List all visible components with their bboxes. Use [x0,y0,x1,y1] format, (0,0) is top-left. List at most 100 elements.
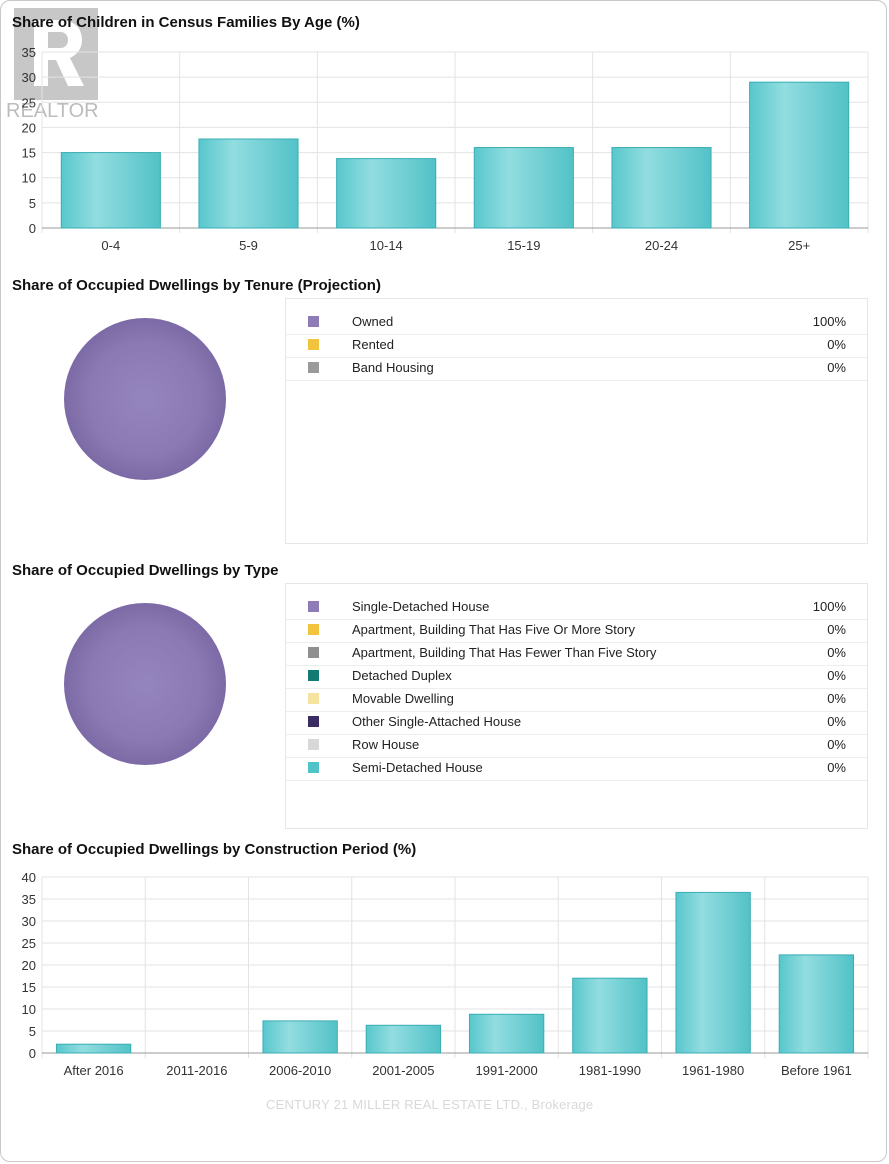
legend-swatch [308,601,319,612]
legend-label: Rented [352,337,394,352]
x-tick-label: 25+ [788,238,810,253]
type-legend-row: Detached Duplex 0% [286,665,867,689]
legend-swatch [308,316,319,327]
type-pie-chart [62,601,228,767]
type-legend: Single-Detached House 100% Apartment, Buil… [285,583,868,829]
y-tick-label: 35 [22,45,36,60]
type-legend-row: Row House 0% [286,734,867,758]
x-tick-label: 0-4 [101,238,120,253]
legend-label: Row House [352,737,420,752]
tenure-legend-row: Band Housing 0% [286,357,867,381]
x-tick-label: 5-9 [239,238,258,253]
legend-value: 0% [827,337,846,352]
x-tick-label: 2006-2010 [269,1063,331,1078]
y-tick-label: 10 [22,171,36,186]
x-tick-label: After 2016 [64,1063,124,1078]
legend-value: 0% [827,360,846,375]
bar [55,1043,132,1054]
bar [336,158,437,229]
x-tick-label: 2011-2016 [166,1063,227,1078]
brokerage-watermark: CENTURY 21 MILLER REAL ESTATE LTD., Brok… [266,1097,594,1112]
legend-swatch [308,362,319,373]
bar [468,1013,545,1054]
y-tick-label: 0 [29,221,36,236]
x-tick-label: 1991-2000 [476,1063,538,1078]
y-tick-label: 15 [22,980,36,995]
y-tick-label: 30 [22,914,36,929]
legend-label: Single-Detached House [352,599,490,614]
legend-label: Apartment, Building That Has Five Or Mor… [352,622,635,637]
bar [778,954,855,1054]
bar [611,147,712,229]
bar [749,81,850,229]
legend-label: Owned [352,314,394,329]
legend-swatch [308,647,319,658]
legend-value: 0% [827,668,846,683]
y-tick-label: 25 [22,95,36,110]
bar [60,152,161,229]
tenure-legend: Owned 100% Rented 0% Band Housing 0% [285,298,868,544]
y-tick-label: 20 [22,120,36,135]
legend-value: 0% [827,714,846,729]
type-legend-row: Movable Dwelling 0% [286,688,867,712]
type-legend-row: Other Single-Attached House 0% [286,711,867,735]
legend-value: 0% [827,645,846,660]
legend-value: 0% [827,737,846,752]
y-tick-label: 5 [29,196,36,211]
x-tick-label: Before 1961 [781,1063,852,1078]
y-tick-label: 10 [22,1002,36,1017]
legend-swatch [308,624,319,635]
x-tick-label: 1981-1990 [579,1063,641,1078]
realtor-logo-text: REALTOR [6,100,99,122]
legend-value: 0% [827,622,846,637]
legend-swatch [308,670,319,681]
legend-value: 0% [827,691,846,706]
construction-chart-title: Share of Occupied Dwellings by Construct… [12,841,417,858]
type-legend-row: Single-Detached House 100% [286,596,867,620]
x-tick-label: 20-24 [645,238,678,253]
bar [675,891,751,1054]
tenure-legend-row: Owned 100% [286,311,867,335]
y-tick-label: 25 [22,936,36,951]
legend-swatch [308,739,319,750]
legend-label: Detached Duplex [352,668,452,683]
tenure-legend-row: Rented 0% [286,334,867,358]
realtor-logo-watermark: REALTOR [6,8,99,122]
legend-swatch [308,716,319,727]
legend-swatch [308,339,319,350]
x-tick-label: 1961-1980 [682,1063,744,1078]
legend-value: 100% [812,599,846,614]
y-tick-label: 0 [29,1046,36,1061]
y-tick-label: 20 [22,958,36,973]
type-legend-row: Apartment, Building That Has Five Or Mor… [286,619,867,643]
tenure-chart-title: Share of Occupied Dwellings by Tenure (P… [12,277,381,294]
legend-label: Semi-Detached House [352,760,483,775]
construction-bar-chart: 0 5 10 15 20 25 30 35 40 After 2016 2011-2016 2006-… [22,870,869,1078]
legend-value: 0% [827,760,846,775]
legend-label: Apartment, Building That Has Fewer Than … [352,645,657,660]
legend-swatch [308,762,319,773]
type-legend-row: Semi-Detached House 0% [286,757,867,781]
bar [572,977,648,1054]
age-bar-chart: 0 5 10 15 20 25 30 35 0-4 5-9 10-14 15-19 20-24 25+ [22,45,869,253]
legend-label: Band Housing [352,360,434,375]
type-chart-title: Share of Occupied Dwellings by Type [12,562,279,579]
y-tick-label: 5 [29,1024,36,1039]
y-tick-label: 15 [22,146,36,161]
bar [473,147,574,229]
x-tick-label: 2001-2005 [372,1063,434,1078]
pie-slice-owned [64,318,226,480]
legend-value: 100% [812,314,846,329]
type-legend-row: Apartment, Building That Has Fewer Than … [286,642,867,666]
y-tick-label: 30 [22,70,36,85]
legend-label: Movable Dwelling [352,691,454,706]
bar [198,138,299,229]
y-tick-label: 35 [22,892,36,907]
x-tick-label: 15-19 [507,238,540,253]
y-tick-label: 40 [22,870,36,885]
legend-swatch [308,693,319,704]
legend-label: Other Single-Attached House [352,714,522,729]
age-chart-title: Share of Children in Census Families By … [12,14,360,31]
bar [365,1024,442,1054]
